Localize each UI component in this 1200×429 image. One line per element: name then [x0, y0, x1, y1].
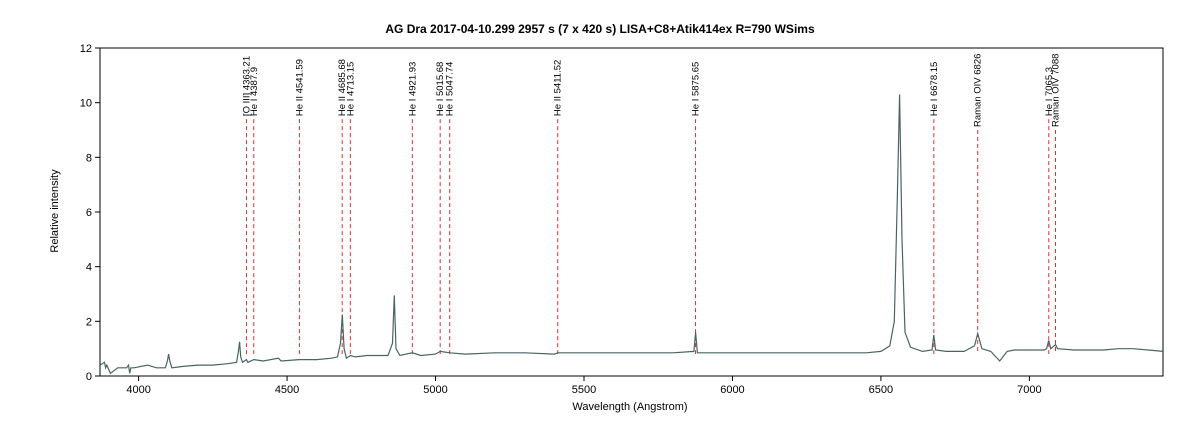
- line-marker-label: Raman OIV 7088: [1051, 54, 1062, 127]
- chart-title: AG Dra 2017-04-10.299 2957 s (7 x 420 s)…: [385, 22, 815, 36]
- line-marker-label: He I 4713.15: [345, 62, 356, 116]
- line-marker-label: [O III] 4363.21: [241, 56, 252, 116]
- x-tick-label: 6000: [720, 384, 744, 396]
- y-tick-label: 2: [86, 316, 92, 328]
- line-marker-label: He II 4541.59: [294, 59, 305, 116]
- y-tick-label: 12: [80, 43, 92, 55]
- line-marker-label: He I 6678.15: [929, 62, 940, 116]
- line-marker-label: He II 5411.52: [553, 60, 564, 116]
- y-axis-ticks: 0 2 4 6 8 10 12: [80, 43, 100, 383]
- line-marker-label: Raman OIV 6826: [973, 54, 984, 127]
- x-tick-label: 4500: [275, 384, 299, 396]
- line-marker-label: He I 5047.74: [445, 62, 456, 116]
- y-tick-label: 6: [86, 207, 92, 219]
- line-marker-label: He II 4685.68: [337, 59, 348, 116]
- line-marker-label: He I 4921.93: [407, 62, 418, 116]
- x-tick-label: 4000: [126, 384, 150, 396]
- spectrum-line: [99, 94, 1164, 375]
- y-tick-label: 10: [80, 98, 92, 110]
- line-marker-label: He I 4387.9: [249, 67, 260, 116]
- y-tick-label: 8: [86, 152, 92, 164]
- line-marker-label: He I 7065.3: [1044, 67, 1055, 116]
- y-tick-label: 4: [86, 262, 92, 274]
- line-marker-label: He I 5875.65: [691, 62, 702, 116]
- x-tick-label: 7000: [1017, 384, 1041, 396]
- y-axis-label: Relative intensity: [49, 169, 61, 253]
- y-tick-label: 0: [86, 371, 92, 383]
- x-tick-label: 6500: [869, 384, 893, 396]
- x-axis-ticks: 4000 4500 5000 5500 6000 6500 7000: [126, 376, 1042, 396]
- x-tick-label: 5500: [572, 384, 596, 396]
- line-marker-label: He I 5015.68: [435, 62, 446, 116]
- x-axis-label: Wavelength (Angstrom): [572, 401, 687, 413]
- x-tick-label: 5000: [423, 384, 447, 396]
